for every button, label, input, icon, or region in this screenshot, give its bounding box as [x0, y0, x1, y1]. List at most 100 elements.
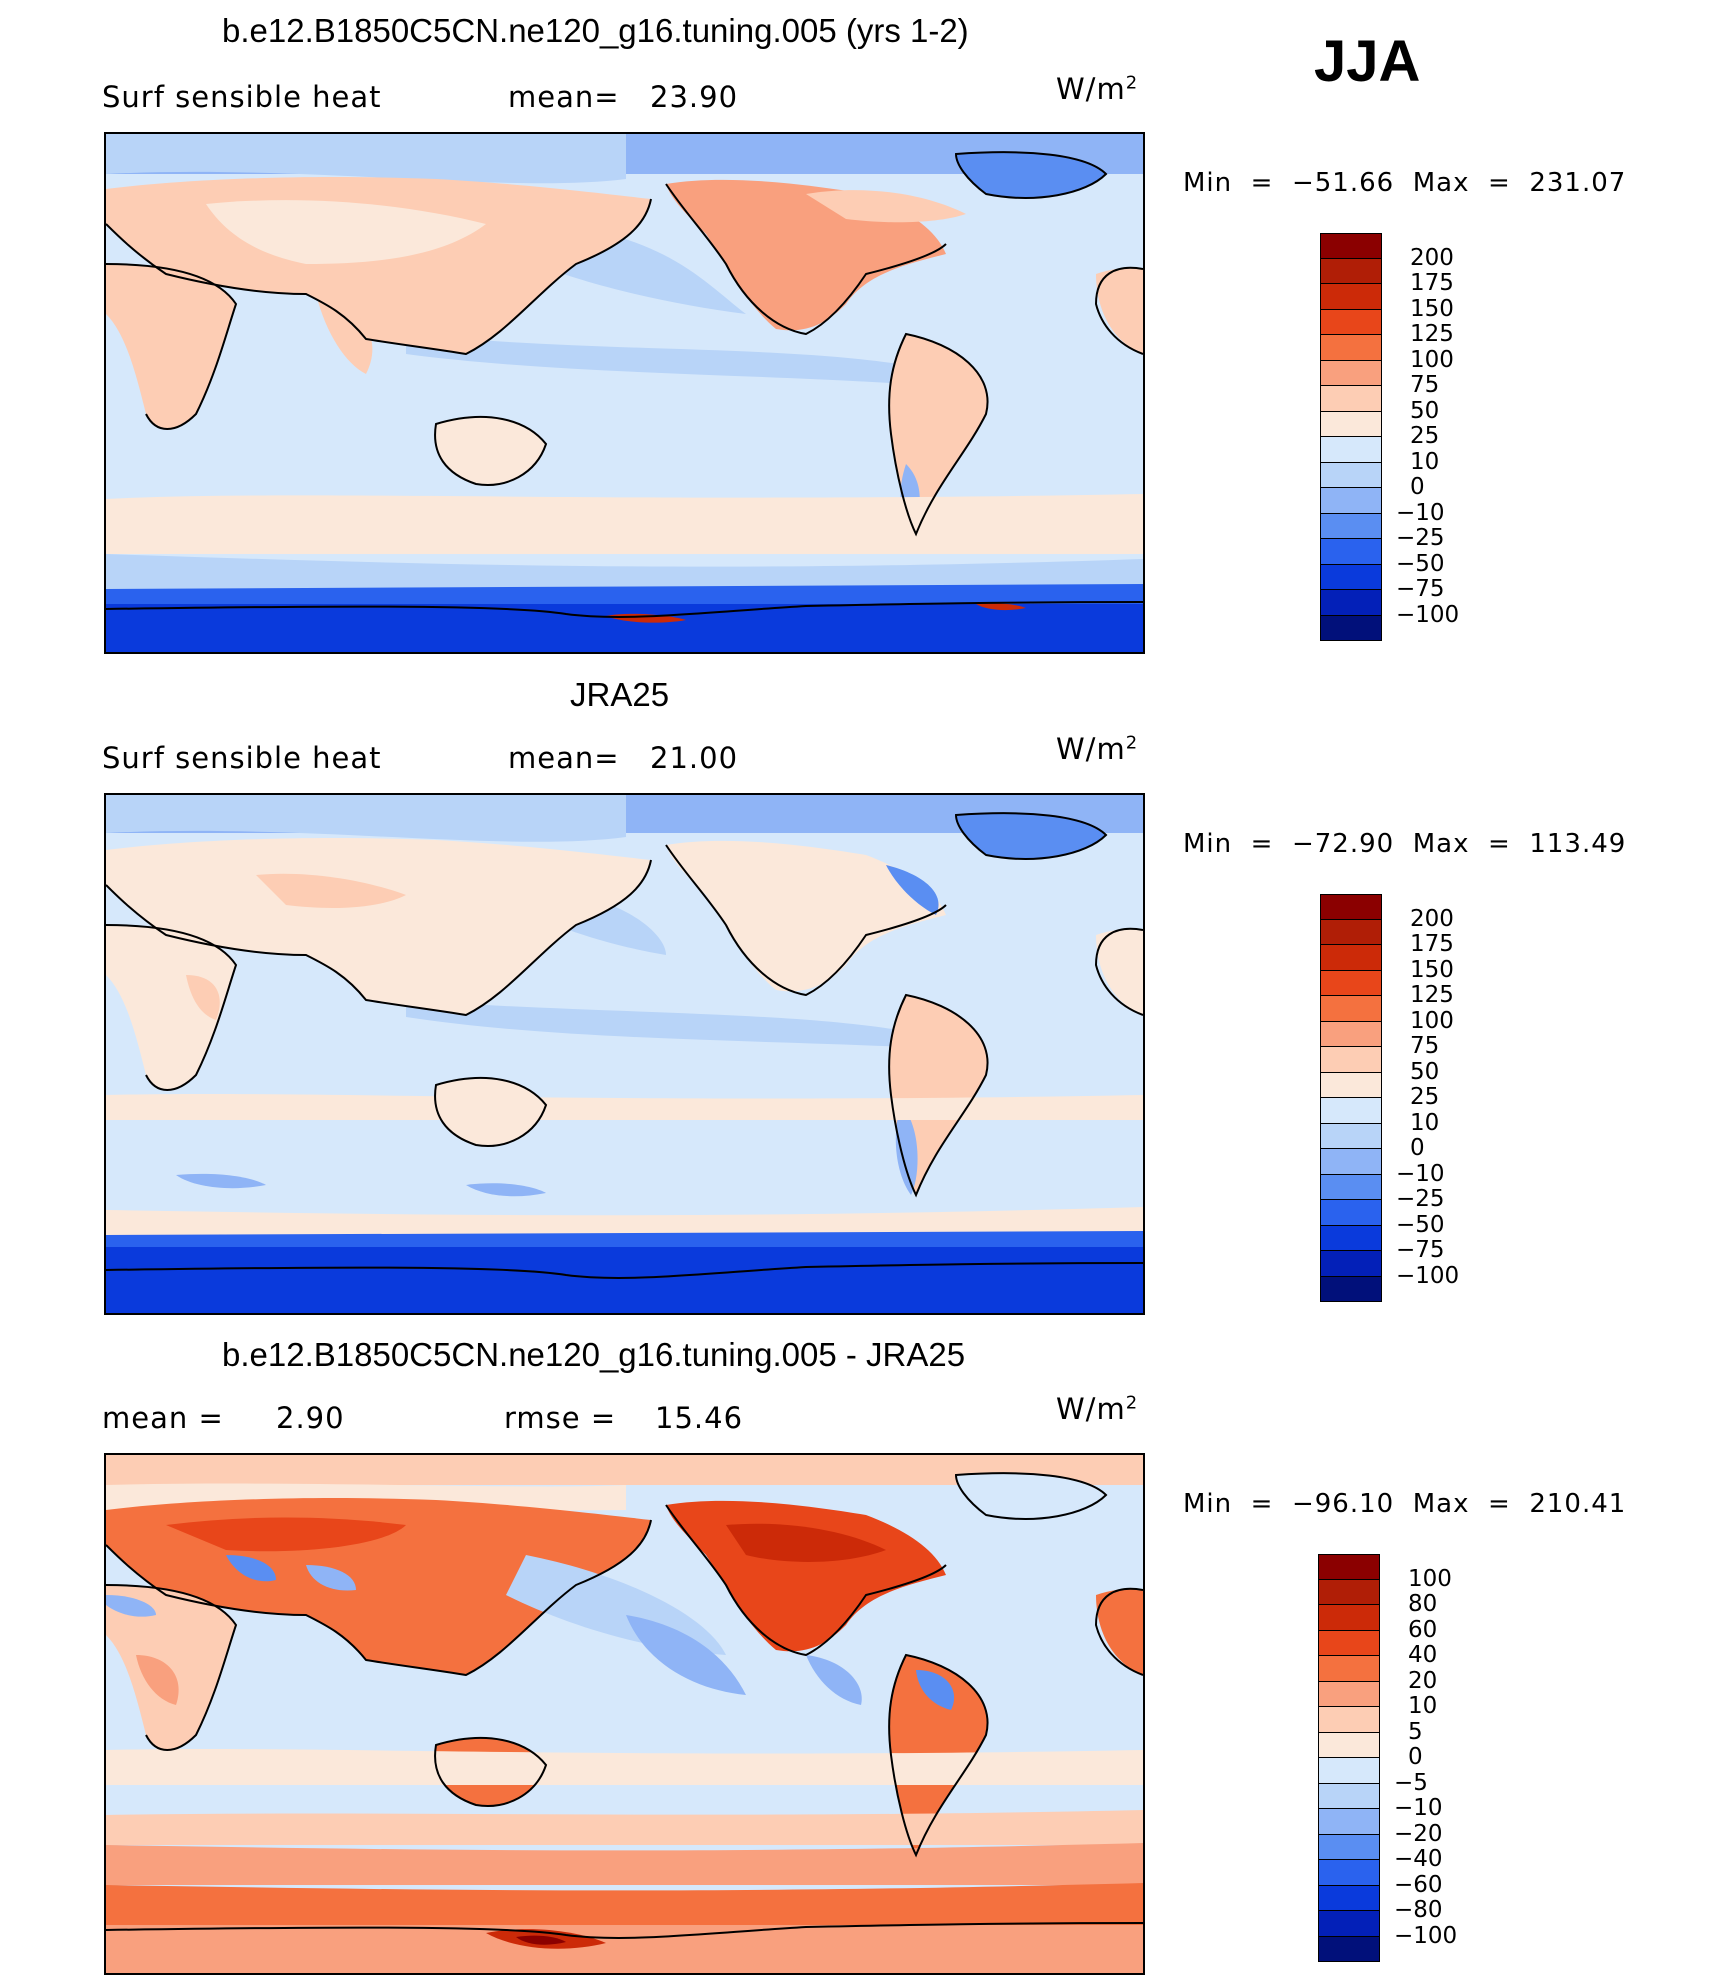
colorbar-swatch	[1318, 1860, 1380, 1886]
colorbar-tick-label: 50	[1410, 1058, 1440, 1085]
colorbar-swatch	[1320, 1174, 1382, 1200]
colorbar-swatch	[1320, 945, 1382, 971]
colorbar-tick-label: 60	[1408, 1616, 1438, 1643]
colorbar-swatch	[1320, 411, 1382, 437]
panel-2-title: JRA25	[570, 676, 670, 713]
colorbar-swatch	[1318, 1809, 1380, 1835]
panel-3-mean-label: mean =	[102, 1401, 224, 1435]
panel-3-rmse-value: 15.46	[655, 1401, 744, 1435]
panel-2-units: W/m2	[1056, 732, 1139, 766]
colorbar-swatch	[1320, 309, 1382, 335]
colorbar-tick-label: 0	[1408, 1744, 1423, 1770]
colorbar-tick-label: 0	[1410, 1135, 1425, 1161]
panel-1-min-max: Min = −51.66 Max = 231.07	[1183, 168, 1627, 198]
colorbar-swatch	[1318, 1936, 1380, 1962]
colorbar-swatch	[1320, 513, 1382, 539]
colorbar-swatch	[1320, 615, 1382, 641]
colorbar-tick-label: 200	[1410, 905, 1454, 932]
colorbar-swatch	[1318, 1911, 1380, 1937]
panel-2-mean-value: 21.00	[650, 741, 739, 775]
colorbar-tick-label: 175	[1410, 931, 1454, 957]
colorbar-tick-label: −100	[1396, 601, 1460, 628]
colorbar-swatch	[1320, 1251, 1382, 1277]
colorbar-tick-label: −50	[1396, 550, 1445, 577]
colorbar-swatch	[1320, 1225, 1382, 1251]
colorbar-swatch	[1320, 386, 1382, 412]
colorbar-tick-label: 10	[1410, 448, 1440, 475]
panel-3-map	[104, 1453, 1145, 1975]
colorbar-swatch	[1320, 488, 1382, 514]
panel-1-mean-label: mean=	[508, 80, 620, 114]
colorbar-swatch	[1320, 1149, 1382, 1175]
panel-1-map	[104, 132, 1145, 654]
panel-1-variable-label: Surf sensible heat	[102, 80, 382, 114]
colorbar-swatch	[1320, 970, 1382, 996]
panel-1-colorbar	[1320, 233, 1382, 641]
panel-2-colorbar	[1320, 894, 1382, 1302]
colorbar-swatch	[1320, 233, 1382, 259]
colorbar-swatch	[1320, 1200, 1382, 1226]
colorbar-swatch	[1320, 919, 1382, 945]
panel-3-units: W/m2	[1056, 1392, 1139, 1426]
colorbar-swatch	[1320, 590, 1382, 616]
colorbar-tick-label: 50	[1410, 397, 1440, 424]
colorbar-tick-label: 0	[1410, 474, 1425, 500]
colorbar-swatch	[1318, 1758, 1380, 1784]
colorbar-swatch	[1320, 996, 1382, 1022]
colorbar-tick-label: 40	[1408, 1642, 1438, 1668]
colorbar-tick-label: −75	[1396, 1237, 1445, 1263]
colorbar-tick-label: −50	[1396, 1211, 1445, 1238]
colorbar-swatch	[1320, 462, 1382, 488]
colorbar-swatch	[1320, 258, 1382, 284]
colorbar-swatch	[1320, 1123, 1382, 1149]
panel-1-mean-value: 23.90	[650, 80, 739, 114]
colorbar-tick-label: −60	[1394, 1871, 1443, 1898]
colorbar-tick-label: 150	[1410, 295, 1454, 322]
colorbar-swatch	[1318, 1885, 1380, 1911]
panel-2-min-max: Min = −72.90 Max = 113.49	[1183, 829, 1627, 859]
colorbar-swatch	[1320, 894, 1382, 920]
colorbar-swatch	[1320, 437, 1382, 463]
colorbar-tick-label: 100	[1410, 1007, 1454, 1034]
colorbar-swatch	[1318, 1834, 1380, 1860]
colorbar-tick-label: −5	[1394, 1769, 1428, 1796]
colorbar-tick-label: −40	[1394, 1846, 1443, 1872]
colorbar-swatch	[1320, 1098, 1382, 1124]
colorbar-swatch	[1318, 1656, 1380, 1682]
colorbar-tick-label: −80	[1394, 1897, 1443, 1923]
colorbar-swatch	[1320, 1276, 1382, 1302]
colorbar-tick-label: 125	[1410, 321, 1454, 347]
colorbar-swatch	[1318, 1681, 1380, 1707]
colorbar-tick-label: 10	[1410, 1109, 1440, 1136]
colorbar-swatch	[1320, 539, 1382, 565]
panel-2-variable-label: Surf sensible heat	[102, 741, 382, 775]
colorbar-swatch	[1318, 1630, 1380, 1656]
season-label: JJA	[1314, 29, 1421, 94]
colorbar-tick-label: 25	[1410, 423, 1440, 449]
colorbar-tick-label: −75	[1396, 576, 1445, 602]
colorbar-tick-label: 125	[1410, 982, 1454, 1008]
colorbar-tick-label: 10	[1408, 1693, 1438, 1719]
colorbar-tick-label: −100	[1396, 1262, 1460, 1289]
colorbar-swatch	[1318, 1732, 1380, 1758]
panel-2-mean-label: mean=	[508, 741, 620, 775]
colorbar-tick-label: 80	[1408, 1591, 1438, 1617]
colorbar-tick-label: −25	[1396, 1186, 1445, 1212]
colorbar-swatch	[1320, 360, 1382, 386]
colorbar-swatch	[1320, 284, 1382, 310]
colorbar-swatch	[1320, 1021, 1382, 1047]
panel-3-rmse-label: rmse =	[504, 1401, 617, 1435]
colorbar-tick-label: 75	[1410, 1033, 1440, 1059]
panel-2-map	[104, 793, 1145, 1315]
colorbar-tick-label: 25	[1410, 1084, 1440, 1110]
colorbar-tick-label: 100	[1410, 346, 1454, 373]
colorbar-swatch	[1320, 564, 1382, 590]
panel-3-colorbar	[1318, 1554, 1380, 1962]
colorbar-swatch	[1320, 1047, 1382, 1073]
colorbar-tick-label: 200	[1410, 244, 1454, 271]
colorbar-swatch	[1318, 1605, 1380, 1631]
colorbar-tick-label: 100	[1408, 1565, 1452, 1592]
colorbar-swatch	[1318, 1783, 1380, 1809]
panel-3-min-max: Min = −96.10 Max = 210.41	[1183, 1489, 1627, 1519]
colorbar-tick-label: −10	[1394, 1795, 1443, 1821]
